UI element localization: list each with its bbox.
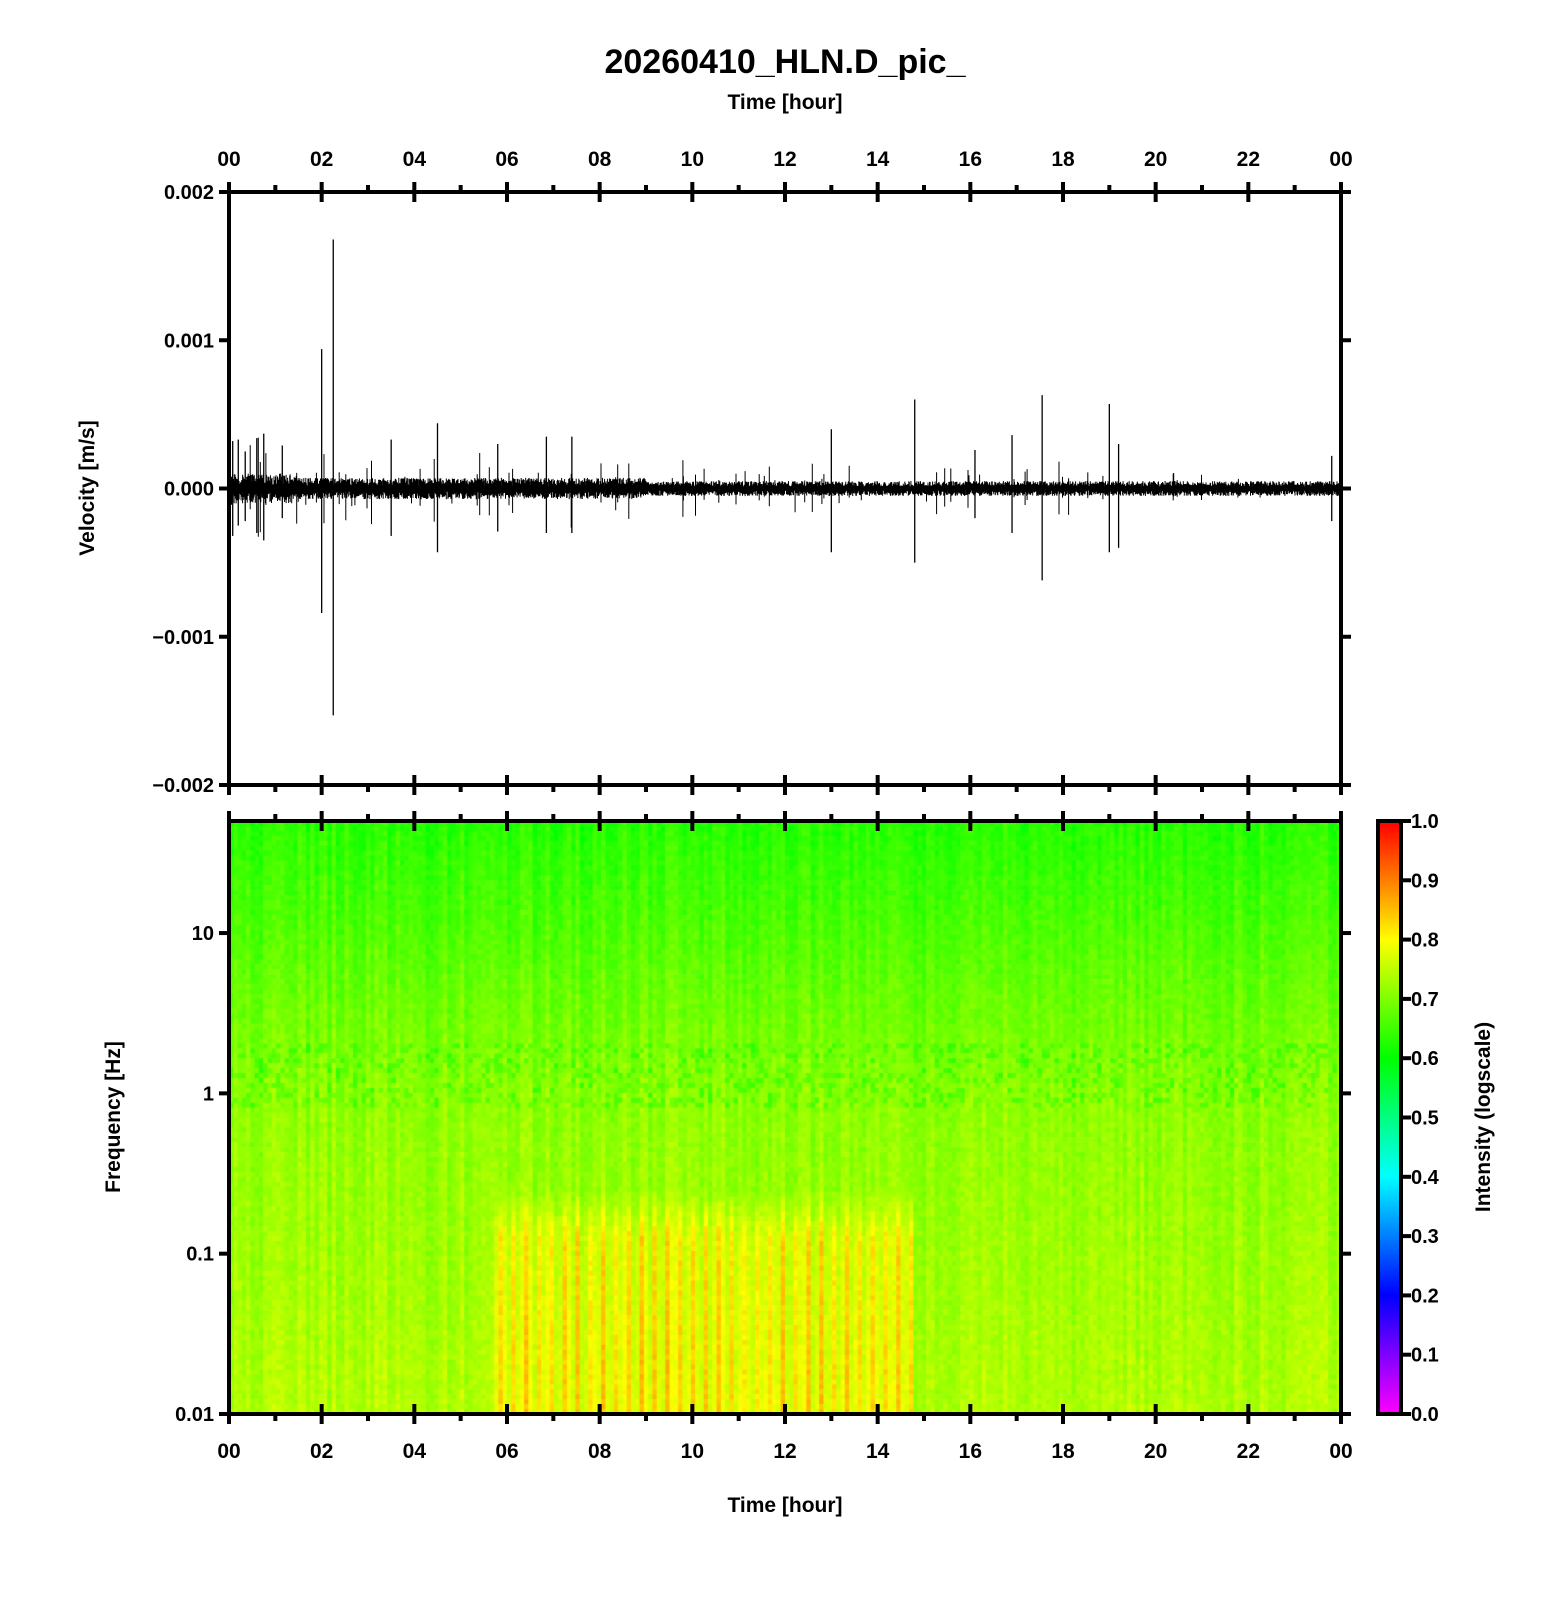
- bottom-x-tick-label: 22: [1237, 1440, 1260, 1463]
- waveform-trace: [228, 437, 1341, 537]
- velocity-y-tick-label: 0.000: [164, 479, 214, 501]
- top-x-tick-label: 04: [403, 148, 427, 171]
- velocity-y-tick-label: −0.001: [152, 627, 214, 649]
- bottom-x-tick-label: 20: [1144, 1440, 1167, 1463]
- colorbar-tick-label: 0.9: [1411, 870, 1439, 892]
- bottom-x-tick-label: 16: [959, 1440, 982, 1463]
- bottom-x-tick-label: 12: [773, 1440, 796, 1463]
- velocity-y-tick-label: −0.002: [152, 775, 214, 797]
- frequency-y-tick-label: 0.1: [186, 1244, 214, 1266]
- colorbar-label: Intensity (logscale): [1472, 1022, 1495, 1212]
- top-x-tick-label: 10: [681, 148, 704, 171]
- colorbar-tick-label: 0.8: [1411, 930, 1439, 952]
- colorbar-tick-label: 0.7: [1411, 989, 1439, 1011]
- colorbar-tick-label: 0.0: [1411, 1404, 1439, 1426]
- chart-title: 20260410_HLN.D_pic_: [604, 43, 966, 81]
- x-axis-label: Time [hour]: [727, 1494, 842, 1517]
- colorbar-tick-label: 0.6: [1411, 1048, 1439, 1070]
- top-x-tick-label: 00: [217, 148, 240, 171]
- frequency-y-tick-label: 10: [192, 923, 214, 945]
- colorbar-tick-label: 1.0: [1411, 811, 1439, 833]
- top-x-tick-label: 12: [773, 148, 796, 171]
- velocity-y-tick-label: 0.002: [164, 182, 214, 204]
- top-x-axis-label: Time [hour]: [727, 91, 842, 114]
- spectrogram-heatmap: [229, 821, 1341, 1414]
- colorbar-tick-label: 0.2: [1411, 1285, 1439, 1307]
- bottom-x-tick-label: 08: [588, 1440, 612, 1463]
- bottom-x-tick-label: 02: [310, 1440, 333, 1463]
- bottom-x-tick-label: 06: [495, 1440, 518, 1463]
- top-x-tick-label: 20: [1144, 148, 1167, 171]
- colorbar-gradient: [1378, 821, 1401, 1414]
- frequency-y-tick-label: 0.01: [175, 1404, 214, 1426]
- y-axis-label-frequency: Frequency [Hz]: [102, 1041, 125, 1193]
- frequency-y-tick-label: 1: [203, 1083, 214, 1105]
- colorbar-tick-label: 0.5: [1411, 1108, 1439, 1130]
- bottom-x-tick-label: 00: [1329, 1440, 1352, 1463]
- colorbar-tick-label: 0.3: [1411, 1226, 1439, 1248]
- bottom-x-tick-label: 18: [1051, 1440, 1075, 1463]
- top-x-tick-label: 06: [495, 148, 518, 171]
- y-axis-label-velocity: Velocity [m/s]: [76, 420, 99, 555]
- velocity-y-tick-label: 0.001: [164, 330, 214, 352]
- top-x-tick-label: 02: [310, 148, 333, 171]
- bottom-x-tick-label: 10: [681, 1440, 704, 1463]
- top-x-tick-label: 00: [1329, 148, 1352, 171]
- colorbar-tick-label: 0.4: [1411, 1167, 1440, 1189]
- bottom-x-tick-label: 04: [403, 1440, 427, 1463]
- top-x-tick-label: 14: [866, 148, 890, 171]
- colorbar-tick-label: 0.1: [1411, 1345, 1439, 1367]
- bottom-x-tick-label: 14: [866, 1440, 890, 1463]
- spectrogram-plot-frame: [227, 819, 1343, 1416]
- top-x-tick-label: 16: [959, 148, 982, 171]
- top-x-tick-label: 08: [588, 148, 612, 171]
- bottom-x-tick-label: 00: [217, 1440, 240, 1463]
- top-x-tick-label: 22: [1237, 148, 1260, 171]
- top-x-tick-label: 18: [1051, 148, 1075, 171]
- colorbar-frame: [1376, 819, 1403, 1416]
